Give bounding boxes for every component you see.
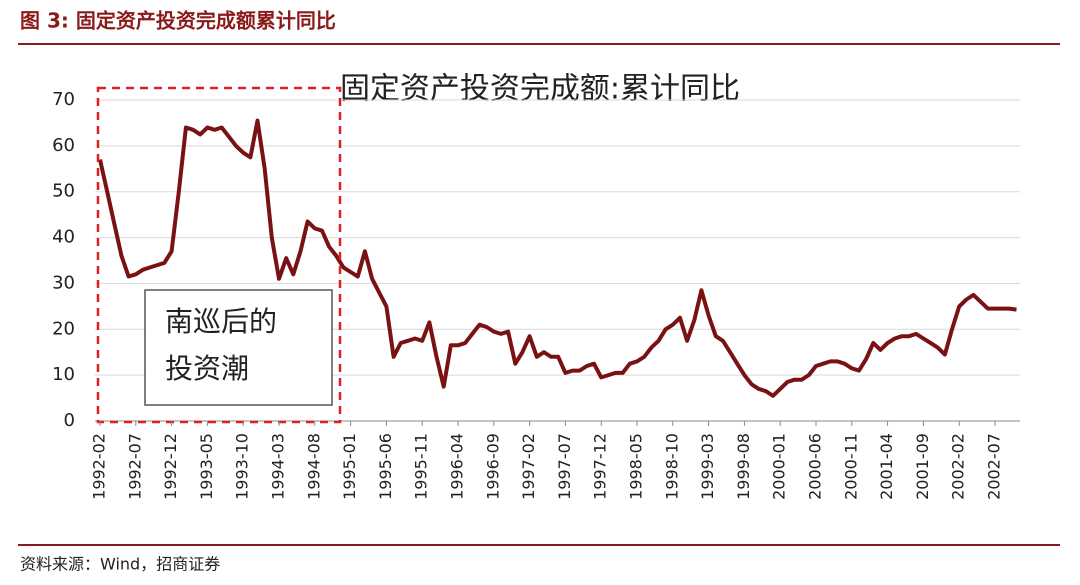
x-tick-label: 2001-09 [913,433,932,500]
x-tick-label: 1992-12 [161,433,180,500]
x-tick-label: 1993-10 [233,433,252,500]
x-tick-label: 1994-03 [269,433,288,500]
x-tick-label: 2002-02 [949,433,968,500]
x-tick-label: 1993-05 [197,433,216,500]
x-tick-label: 1997-02 [519,433,538,500]
x-tick-label: 1996-09 [483,433,502,500]
x-tick-label: 1998-05 [627,433,646,500]
x-tick-label: 1995-06 [376,433,395,500]
x-tick-label: 1992-07 [125,433,144,500]
x-tick-label: 2000-06 [806,433,825,500]
y-tick-label: 40 [52,227,75,248]
x-tick-label: 1996-04 [448,433,467,500]
y-tick-label: 0 [64,410,75,431]
annotation-box [144,289,333,406]
x-tick-label: 2000-11 [841,433,860,500]
x-tick-label: 1998-10 [662,433,681,500]
x-tick-label: 2001-04 [877,433,896,500]
x-tick-label: 1999-08 [734,433,753,500]
annotation-line: 南巡后的 [165,305,277,338]
annotation-line: 投资潮 [165,352,249,385]
x-tick-label: 1992-02 [90,433,109,500]
x-tick-label: 1999-03 [698,433,717,500]
y-tick-label: 30 [52,272,75,293]
x-tick-label: 1997-12 [591,433,610,500]
data-line [98,118,1017,398]
x-tick-label: 2000-01 [770,433,789,500]
y-tick-label: 10 [52,364,75,385]
chart-title: 固定资产投资完成额:累计同比 [340,72,740,107]
highlight-box [96,86,342,424]
x-tick-label: 1995-11 [412,433,431,500]
y-tick-label: 20 [52,318,75,339]
x-tick-label: 2002-07 [985,433,1004,500]
y-tick-label: 60 [52,135,75,156]
x-tick-label: 1994-08 [304,433,323,500]
y-tick-label: 50 [52,181,75,202]
x-tick-label: 1997-07 [555,433,574,500]
source-note: 资料来源：Wind，招商证券 [20,555,220,574]
y-tick-label: 70 [52,89,75,110]
x-tick-label: 1995-01 [340,433,359,500]
figure-title: 图 3: 固定资产投资完成额累计同比 [20,9,336,33]
